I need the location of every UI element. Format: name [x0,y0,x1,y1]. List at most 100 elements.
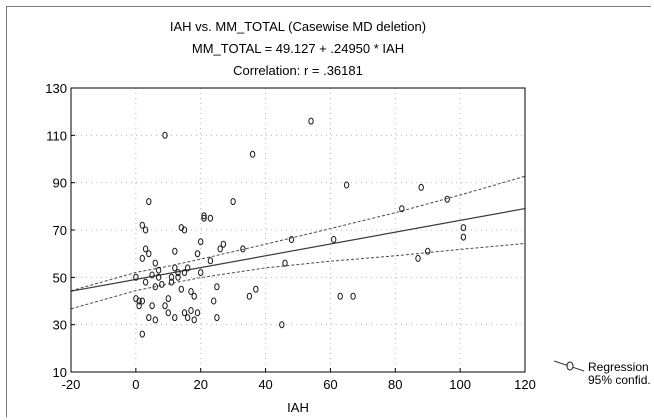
data-point [149,271,155,279]
data-point [211,297,217,305]
data-point [146,250,152,258]
data-point [188,307,194,314]
data-point [152,283,159,291]
data-point [282,259,288,267]
data-point [185,264,191,272]
data-point [146,198,152,206]
legend-marker-icon [566,361,574,371]
data-point [181,269,188,277]
confidence-band-lower [70,243,526,310]
data-point [418,183,424,191]
data-point [162,131,168,139]
data-point [139,221,146,229]
correlation-label: Correlation: r = .36181 [233,63,363,78]
data-point [162,302,168,310]
data-point [343,181,350,189]
data-point [175,269,181,277]
data-point [168,273,175,281]
data-point [172,264,178,272]
legend: Regression 95% confid. [552,358,652,392]
x-tick-label: 60 [323,377,337,392]
y-tick-label: 50 [53,270,67,285]
data-point [399,205,405,213]
data-point [201,212,207,220]
x-tick-label: 120 [514,377,536,392]
data-point [198,269,204,277]
data-point [136,297,142,305]
x-tick-label: 20 [193,377,207,392]
data-point [201,214,207,222]
data-point [194,309,201,317]
confidence-band-upper [70,175,526,292]
data-point [149,302,155,310]
data-point [139,297,146,305]
data-point [249,150,256,158]
data-point [308,117,314,125]
data-point [214,283,220,291]
y-tick-label: 70 [53,223,67,238]
data-point [178,285,185,293]
data-point [460,233,467,241]
data-point [214,314,220,322]
x-axis-label: IAH [287,400,309,415]
data-point [230,198,236,206]
data-point [165,309,172,317]
data-point [155,266,162,274]
chart-titles: IAH vs. MM_TOTAL (Casewise MD deletion) … [70,16,526,82]
data-point [146,314,152,322]
data-point [159,280,165,288]
data-point [460,224,467,232]
data-point [350,292,356,300]
data-point [185,314,191,322]
data-point [142,245,149,253]
regression-line [70,207,526,292]
data-point [152,316,159,324]
data-point [152,259,159,267]
data-point [188,288,194,295]
data-points [133,117,467,338]
data-point [142,278,149,286]
regression-fit-line [70,207,526,292]
x-tick-label: 0 [132,377,139,392]
data-point [337,292,343,300]
data-point [444,195,450,203]
data-point [425,247,431,255]
data-point [142,226,149,234]
data-point [220,240,227,248]
data-point [279,321,285,329]
gridlines [71,88,525,372]
legend-entry-regression: Regression [588,360,649,374]
legend-entry-confidence: 95% confid. [588,373,651,387]
data-point [207,257,214,265]
y-tick-label: 30 [53,318,67,333]
data-point [139,254,146,262]
data-point [175,273,181,281]
data-point [139,330,146,338]
x-tick-label: -20 [62,377,81,392]
data-point [415,254,421,262]
data-point [191,292,197,300]
x-tick-label: 80 [388,377,402,392]
data-point [253,285,259,293]
data-point [181,226,188,234]
y-tick-label: 90 [53,176,67,191]
data-point [172,247,178,255]
data-point [198,238,204,246]
data-point [217,245,223,253]
data-point [172,314,178,322]
data-point [331,236,337,243]
data-point [207,214,214,222]
data-point [240,245,246,253]
x-tick-label: 100 [449,377,471,392]
chart-title: IAH vs. MM_TOTAL (Casewise MD deletion) [169,19,427,34]
legend-symbol [553,360,585,372]
y-tick-label: 130 [45,81,67,96]
data-point [133,273,139,281]
data-point [155,273,162,281]
y-tick-label: 110 [46,128,67,143]
x-tick-label: 40 [258,377,272,392]
data-point [288,236,295,243]
data-point [181,309,188,317]
chart-frame [6,6,651,417]
